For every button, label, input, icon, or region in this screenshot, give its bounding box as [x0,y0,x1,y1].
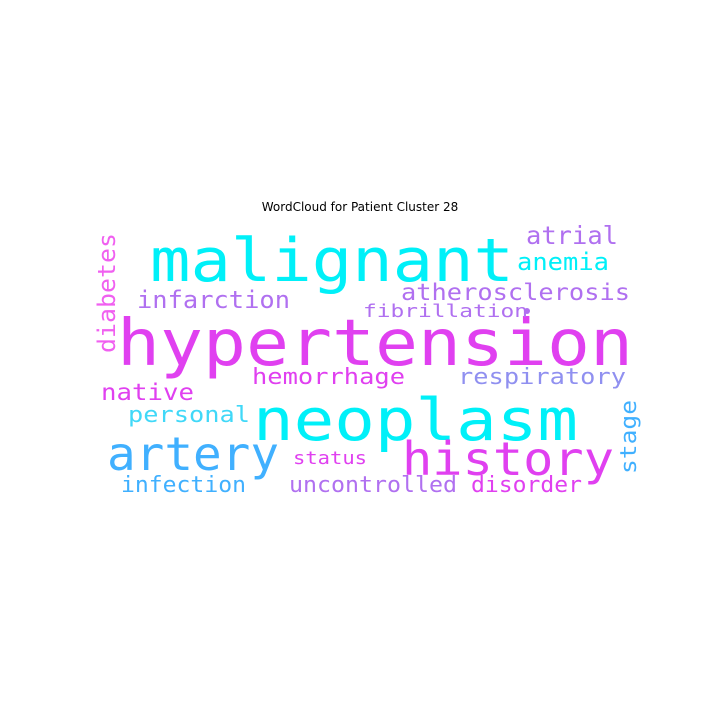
word-malignant: malignant [150,226,514,296]
dot-mark [524,308,530,314]
word-infection: infection [121,473,246,498]
word-stage: stage [617,400,642,474]
word-hypertension: hypertension [117,307,633,381]
word-native: native [101,380,194,406]
word-status: status [293,448,367,469]
word-respiratory: respiratory [458,365,626,390]
word-anemia: anemia [517,248,609,276]
word-artery: artery [107,427,279,481]
word-atherosclerosis: atherosclerosis [401,280,630,306]
word-uncontrolled: uncontrolled [289,473,457,498]
word-neoplasm: neoplasm [253,386,578,454]
word-personal: personal [128,403,250,428]
word-diabetes: diabetes [93,233,121,353]
word-atrial: atrial [526,221,618,250]
word-fibrillation: fibrillation [363,301,528,322]
word-disorder: disorder [471,473,582,498]
chart-title: WordCloud for Patient Cluster 28 [261,200,459,214]
word-hemorrhage: hemorrhage [252,365,405,390]
word-infarction: infarction [137,286,290,314]
word-history: history [402,432,614,486]
